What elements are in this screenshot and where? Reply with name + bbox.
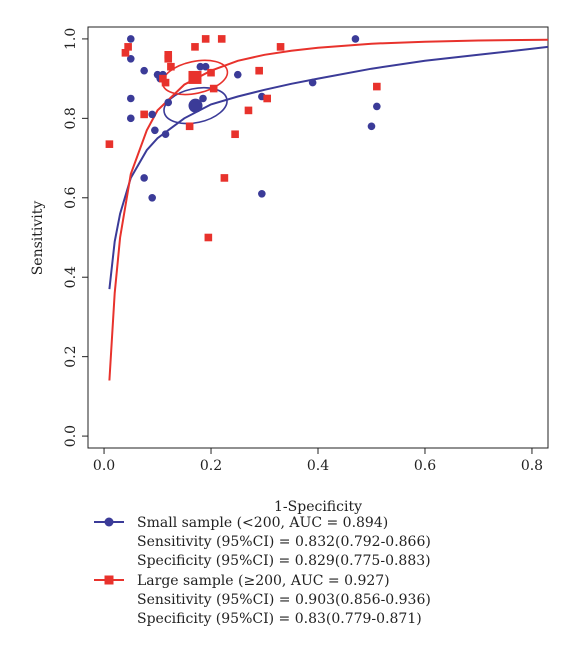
legend-large-label: Large sample (≥200, AUC = 0.927) (137, 573, 390, 589)
large-sample-summary-point (188, 70, 202, 84)
large-sample-point (209, 84, 218, 93)
y-tick-label: 0.0 (63, 425, 79, 447)
y-tick-label: 0.2 (63, 346, 79, 368)
x-tick-label: 0.6 (414, 458, 436, 474)
large-sample-point (161, 78, 170, 87)
large-sample-point (191, 43, 199, 51)
axes: 0.0 0.2 0.4 0.6 0.8 0.0 0.2 0.4 0.6 0.8 1.0 (63, 26, 549, 474)
large-sample-point (159, 74, 167, 83)
large-sample-point (217, 35, 226, 43)
small-sample-point (367, 122, 376, 131)
legend-large-specificity: Specificity (95%CI) = 0.83(0.779-0.871) (137, 611, 422, 627)
large-sample-point (124, 43, 132, 51)
large-sample-point (167, 62, 175, 71)
large-sample-point (201, 35, 210, 43)
small-sample-point (148, 110, 156, 119)
large-sample-point (164, 51, 173, 59)
small-sample-point (258, 190, 266, 198)
small-sample-point (373, 102, 381, 111)
sroc-curves (108, 38, 548, 381)
legend-large-marker (104, 575, 114, 585)
y-tick-label: 0.8 (63, 107, 79, 129)
x-tick-label: 0.4 (307, 458, 329, 474)
x-tick-label: 0.0 (93, 458, 115, 474)
legend: Small sample (<200, AUC = 0.894) Sensiti… (94, 515, 431, 627)
small-sample-point (196, 62, 205, 71)
small-sample-point (126, 54, 135, 63)
x-tick-label: 0.2 (200, 458, 222, 474)
small-sample-point (351, 35, 360, 43)
large-sample-point (255, 66, 263, 75)
large-sample-point (105, 140, 114, 148)
small-sample-point (126, 94, 135, 103)
legend-small-label: Small sample (<200, AUC = 0.894) (137, 515, 388, 531)
y-tick-label: 0.4 (63, 266, 79, 288)
y-axis-label: Sensitivity (30, 201, 46, 276)
small-sample-point (126, 35, 135, 43)
small-sample-point (161, 130, 170, 139)
legend-small-sensitivity: Sensitivity (95%CI) = 0.832(0.792-0.866) (137, 534, 431, 550)
small-sample-point (140, 66, 148, 75)
small-sample-point (164, 98, 173, 107)
small-sample-curve (108, 45, 548, 290)
small-sample-point (140, 174, 148, 182)
small-sample-point (151, 126, 159, 135)
small-sample-point (126, 114, 135, 123)
small-sample-point (233, 70, 242, 79)
large-sample-point (185, 122, 194, 131)
legend-small-specificity: Specificity (95%CI) = 0.829(0.775-0.883) (137, 553, 431, 569)
plot-frame (87, 26, 549, 449)
legend-large-sensitivity: Sensitivity (95%CI) = 0.903(0.856-0.936) (137, 592, 431, 608)
y-tick-label: 0.6 (63, 187, 79, 209)
large-sample-point (244, 106, 253, 115)
large-sample-point (220, 174, 229, 182)
study-points (105, 35, 381, 242)
small-sample-summary-point (188, 98, 203, 113)
small-sample-point (308, 78, 317, 87)
large-sample-point (263, 94, 271, 103)
small-sample-point (201, 62, 210, 71)
small-sample-point (199, 94, 207, 103)
legend-item-large-sample: Large sample (≥200, AUC = 0.927) Sensiti… (94, 573, 431, 627)
y-tick-label: 1.0 (63, 28, 79, 50)
legend-small-marker (104, 517, 114, 527)
large-sample-point (121, 49, 130, 57)
large-sample-point (140, 110, 148, 119)
x-tick-label: 0.8 (521, 458, 543, 474)
large-sample-point (204, 233, 213, 242)
x-axis-label: 1-Specificity (274, 499, 362, 515)
small-sample-point (148, 193, 156, 202)
large-sample-curve (108, 38, 548, 381)
large-sample-point (231, 130, 239, 139)
large-sample-point (207, 68, 215, 77)
large-sample-point (373, 82, 381, 91)
large-sample-point (276, 43, 285, 51)
legend-item-small-sample: Small sample (<200, AUC = 0.894) Sensiti… (94, 515, 431, 569)
large-sample-point (164, 54, 173, 63)
